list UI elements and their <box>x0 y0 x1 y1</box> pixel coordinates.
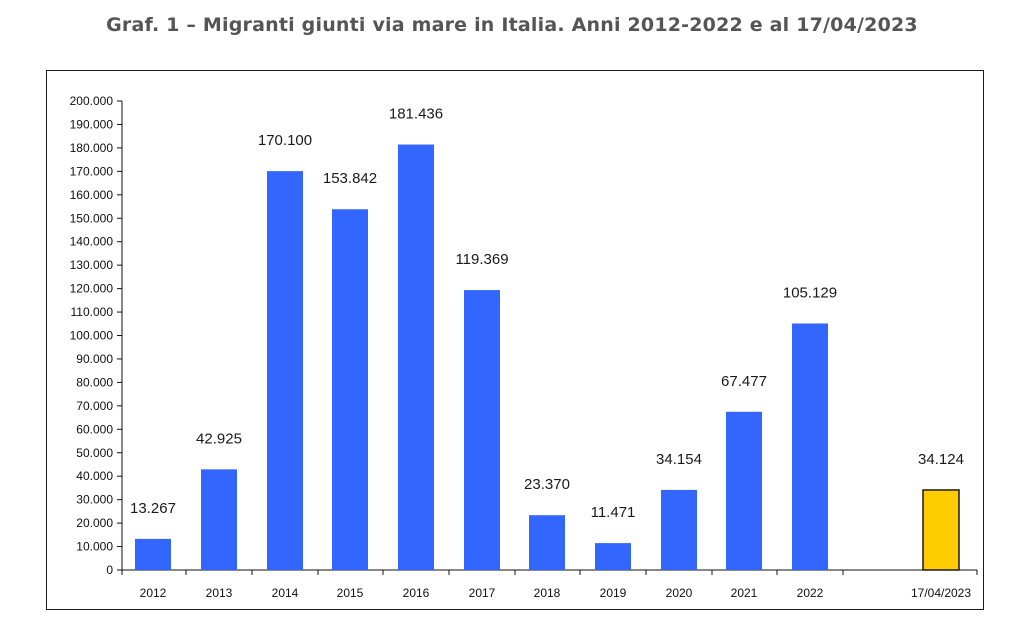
y-tick-label: 40.000 <box>76 469 113 483</box>
bar <box>595 543 631 570</box>
chart-title: Graf. 1 – Migranti giunti via mare in It… <box>106 14 918 36</box>
y-tick-label: 130.000 <box>70 258 114 272</box>
y-tick-label: 100.000 <box>70 329 114 343</box>
data-label: 170.100 <box>258 132 312 149</box>
data-label: 11.471 <box>591 504 636 521</box>
y-tick-label: 80.000 <box>76 375 113 389</box>
x-tick-label: 2020 <box>666 586 693 600</box>
y-tick-label: 120.000 <box>70 282 114 296</box>
x-tick-label: 17/04/2023 <box>911 586 971 600</box>
data-label: 119.369 <box>455 251 508 268</box>
y-tick-label: 150.000 <box>70 211 114 225</box>
y-tick-label: 110.000 <box>71 305 114 319</box>
data-label: 13.267 <box>130 500 176 517</box>
bar <box>201 469 237 570</box>
data-label: 153.842 <box>323 170 377 187</box>
data-label: 67.477 <box>721 373 767 390</box>
bar <box>529 515 565 570</box>
data-label: 34.124 <box>918 451 964 468</box>
y-tick-label: 30.000 <box>76 493 113 507</box>
y-tick-label: 160.000 <box>70 188 114 202</box>
x-tick-label: 2016 <box>403 586 430 600</box>
y-tick-label: 0 <box>106 563 113 577</box>
y-tick-label: 140.000 <box>70 235 114 249</box>
y-tick-label: 200.000 <box>70 94 114 108</box>
data-label: 42.925 <box>196 430 242 447</box>
bar <box>792 323 828 570</box>
x-tick-label: 2012 <box>140 586 167 600</box>
y-tick-label: 60.000 <box>76 422 113 436</box>
x-tick-label: 2015 <box>337 586 364 600</box>
bar <box>661 489 697 570</box>
y-tick-label: 170.000 <box>70 164 114 178</box>
data-label: 105.129 <box>783 284 837 301</box>
bar <box>726 411 762 570</box>
bar <box>398 144 434 570</box>
y-tick-label: 70.000 <box>76 399 113 413</box>
bar <box>267 171 303 571</box>
y-tick-label: 50.000 <box>76 446 113 460</box>
x-tick-label: 2019 <box>600 586 627 600</box>
bar <box>922 489 960 571</box>
bar <box>332 209 368 570</box>
x-tick-label: 2013 <box>206 586 233 600</box>
x-tick-label: 2022 <box>797 586 824 600</box>
data-label: 23.370 <box>524 476 570 493</box>
x-tick-label: 2014 <box>272 586 299 600</box>
y-tick-label: 20.000 <box>76 516 113 530</box>
x-tick-label: 2021 <box>731 586 758 600</box>
y-tick-label: 190.000 <box>70 117 114 131</box>
y-tick-label: 90.000 <box>76 352 113 366</box>
data-label: 181.436 <box>389 106 443 123</box>
y-tick-label: 180.000 <box>70 141 114 155</box>
x-tick-label: 2018 <box>534 586 561 600</box>
bar <box>135 538 171 570</box>
y-tick-label: 10.000 <box>76 540 113 554</box>
bar <box>464 290 500 570</box>
data-label: 34.154 <box>656 451 702 468</box>
x-tick-label: 2017 <box>469 586 496 600</box>
